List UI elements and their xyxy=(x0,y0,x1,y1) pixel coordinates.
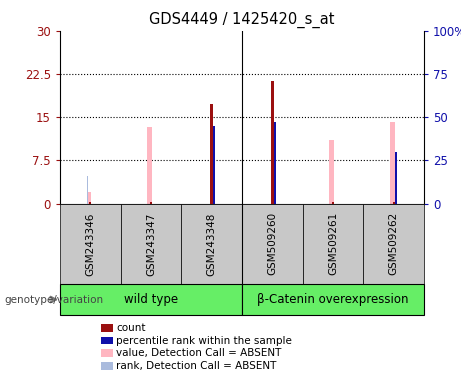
Bar xyxy=(150,202,152,204)
Bar xyxy=(87,192,91,204)
Bar xyxy=(242,204,303,284)
Bar xyxy=(396,152,397,204)
Bar xyxy=(242,284,424,315)
Text: GSM243347: GSM243347 xyxy=(146,212,156,276)
Text: GSM243348: GSM243348 xyxy=(207,212,217,276)
Bar xyxy=(87,176,89,204)
Bar xyxy=(181,204,242,284)
Bar xyxy=(390,122,395,204)
Bar xyxy=(211,104,213,204)
Text: GSM509262: GSM509262 xyxy=(389,212,399,275)
Bar xyxy=(274,122,276,204)
Title: GDS4449 / 1425420_s_at: GDS4449 / 1425420_s_at xyxy=(149,12,335,28)
Bar xyxy=(148,127,152,204)
Text: percentile rank within the sample: percentile rank within the sample xyxy=(116,336,292,346)
Bar xyxy=(332,202,334,204)
Text: rank, Detection Call = ABSENT: rank, Detection Call = ABSENT xyxy=(116,361,277,371)
Bar xyxy=(363,204,424,284)
Text: value, Detection Call = ABSENT: value, Detection Call = ABSENT xyxy=(116,348,282,358)
Bar xyxy=(89,202,91,204)
Bar xyxy=(393,202,395,204)
Bar xyxy=(121,204,181,284)
Bar xyxy=(330,140,334,204)
Text: wild type: wild type xyxy=(124,293,178,306)
Bar xyxy=(303,204,363,284)
Bar xyxy=(60,284,242,315)
Text: count: count xyxy=(116,323,146,333)
Text: GSM243346: GSM243346 xyxy=(85,212,95,276)
Text: β-Catenin overexpression: β-Catenin overexpression xyxy=(257,293,409,306)
Text: genotype/variation: genotype/variation xyxy=(5,295,104,305)
Bar xyxy=(271,81,273,204)
Bar xyxy=(60,204,121,284)
Text: GSM509260: GSM509260 xyxy=(267,212,278,275)
Bar xyxy=(213,126,215,204)
Text: GSM509261: GSM509261 xyxy=(328,212,338,275)
